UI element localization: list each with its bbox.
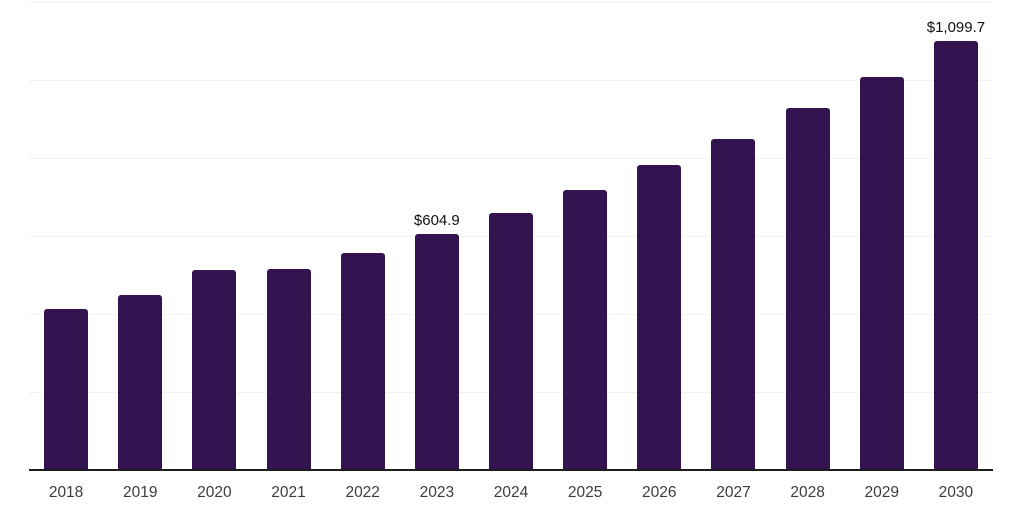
bar-2030 [933, 41, 978, 470]
bar-2026 [637, 165, 682, 470]
x-tick-2018: 2018 [48, 484, 84, 501]
bar-2021 [266, 269, 311, 470]
bar-2023 [414, 234, 459, 470]
gridline-1200 [29, 2, 993, 3]
bar-2027 [711, 139, 756, 470]
bar-2025 [563, 190, 608, 470]
x-tick-2020: 2020 [197, 484, 232, 501]
bar-2022 [340, 253, 385, 470]
x-tick-2030: 2030 [938, 484, 974, 501]
x-tick-2019: 2019 [122, 484, 158, 501]
value-label-2030: $1,099.7 [926, 19, 986, 37]
bar-2020 [192, 270, 237, 470]
gridline-800 [29, 158, 993, 159]
x-tick-2029: 2029 [864, 484, 900, 501]
x-tick-2028: 2028 [790, 484, 825, 501]
value-label-2023: $604.9 [413, 212, 460, 230]
x-tick-2022: 2022 [345, 484, 380, 501]
x-tick-2024: 2024 [493, 484, 529, 501]
bar-2018 [44, 309, 89, 470]
x-tick-2025: 2025 [567, 484, 603, 501]
bar-2029 [859, 76, 904, 470]
x-tick-2021: 2021 [271, 484, 306, 501]
bar-2019 [118, 295, 163, 470]
x-axis-line [29, 469, 993, 471]
x-tick-2026: 2026 [642, 484, 677, 501]
gridline-1000 [29, 80, 993, 81]
plot-area: $604.9 $1,099.7 [29, 2, 993, 470]
bar-2028 [785, 108, 830, 470]
x-tick-2027: 2027 [716, 484, 751, 501]
bar-2024 [489, 213, 533, 470]
x-axis-tick-labels: 2018 2019 2020 2021 2022 2023 2024 2025 2026 2027… [29, 484, 993, 506]
x-tick-2023: 2023 [419, 484, 455, 501]
